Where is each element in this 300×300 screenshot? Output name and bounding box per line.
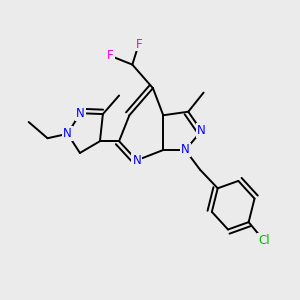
Text: N: N [76,107,85,120]
Text: F: F [107,49,114,62]
Text: N: N [132,154,141,167]
Text: F: F [136,38,142,50]
Text: N: N [197,124,206,137]
Text: N: N [63,127,72,140]
Text: N: N [181,143,190,157]
Text: Cl: Cl [258,234,270,247]
